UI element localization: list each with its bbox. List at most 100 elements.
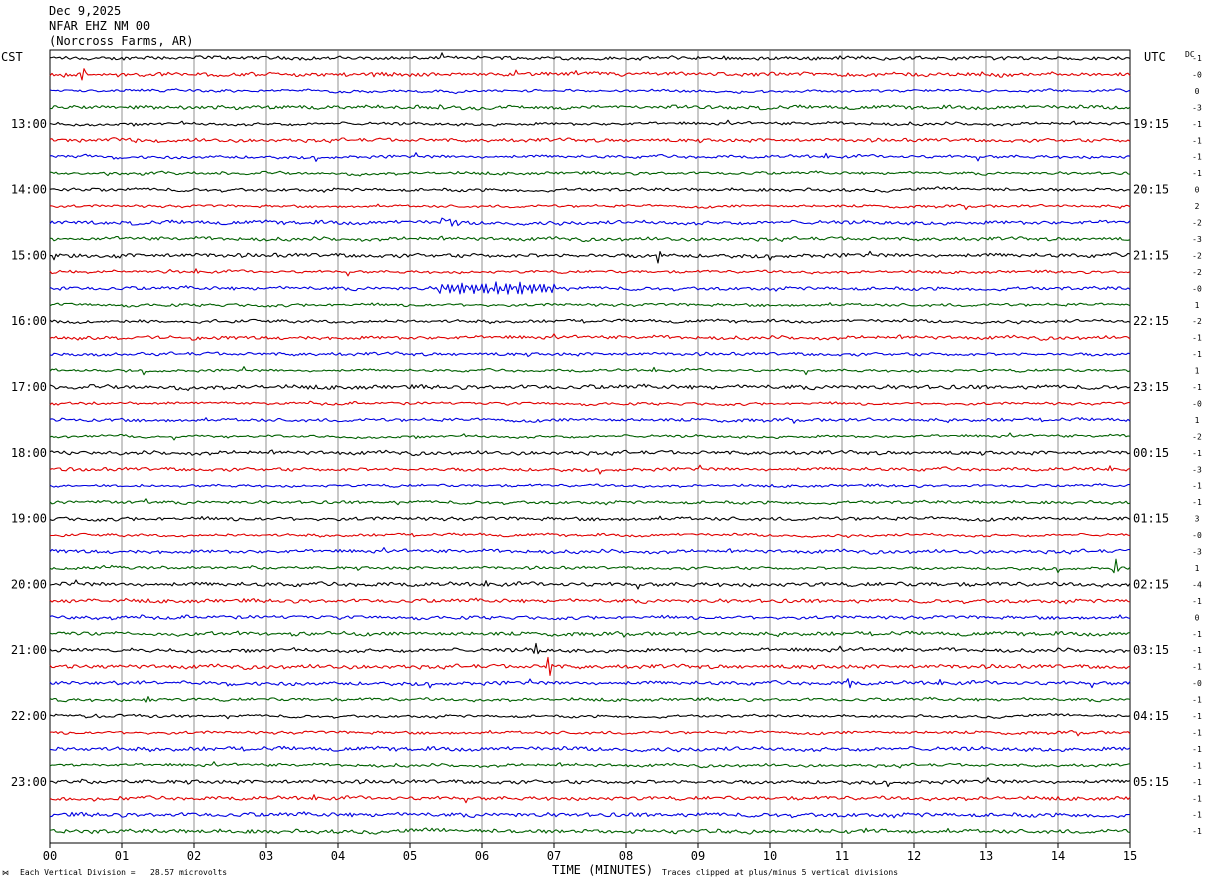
dc-offset-value: -1 [1192, 482, 1202, 491]
dc-offset-value: -3 [1192, 103, 1202, 112]
left-hour-label: 15:00 [11, 248, 47, 262]
trace-line [49, 217, 1131, 227]
dc-offset-value: 1 [1195, 301, 1200, 310]
x-tick-label: 15 [1123, 849, 1137, 863]
dc-offset-value: -1 [1192, 646, 1202, 655]
trace-line [49, 302, 1131, 308]
left-hour-label: 13:00 [11, 117, 47, 131]
trace-line [49, 400, 1131, 407]
trace-line [49, 827, 1131, 835]
right-hour-label: 02:15 [1133, 577, 1169, 591]
right-hour-label: 19:15 [1133, 117, 1169, 131]
dc-offset-value: -1 [1192, 811, 1202, 820]
trace-line [49, 761, 1131, 769]
trace-line [49, 366, 1131, 376]
trace-line [49, 558, 1131, 574]
left-hour-label: 14:00 [11, 183, 47, 197]
dc-offset-value: -1 [1192, 449, 1202, 458]
trace-line [49, 532, 1131, 539]
trace-line [49, 203, 1131, 211]
dc-offset-value: -1 [1192, 696, 1202, 705]
dc-offset-value: -1 [1192, 120, 1202, 129]
dc-offset-value: -1 [1192, 383, 1202, 392]
x-tick-label: 09 [691, 849, 705, 863]
trace-line [49, 656, 1131, 676]
dc-offset-value: -1 [1192, 794, 1202, 803]
right-timezone-label: UTC [1144, 50, 1166, 64]
left-hour-label: 18:00 [11, 446, 47, 460]
trace-line [49, 170, 1131, 177]
dc-offset-header: DC [1185, 50, 1195, 59]
dc-offset-value: -4 [1192, 580, 1202, 589]
dc-offset-value: -1 [1192, 778, 1202, 787]
dc-offset-value: -1 [1192, 712, 1202, 721]
trace-line [49, 333, 1131, 341]
trace-line [49, 597, 1131, 605]
x-tick-label: 11 [835, 849, 849, 863]
trace-line [49, 417, 1131, 424]
trace-line [49, 794, 1131, 804]
x-tick-label: 01 [115, 849, 129, 863]
dc-offset-value: -3 [1192, 548, 1202, 557]
station-code: NFAR EHZ NM 00 [49, 19, 151, 33]
trace-line [49, 68, 1131, 81]
trace-line [50, 250, 1131, 264]
trace-line [49, 318, 1131, 325]
x-tick-label: 00 [43, 849, 57, 863]
right-hour-label: 04:15 [1133, 709, 1169, 723]
x-tick-label: 05 [403, 849, 417, 863]
right-hour-label: 23:15 [1133, 380, 1169, 394]
dc-offset-value: -1 [1192, 663, 1202, 672]
trace-line [49, 464, 1131, 475]
trace-line [49, 547, 1131, 555]
dc-offset-value: -0 [1192, 679, 1202, 688]
trace-line [49, 579, 1131, 590]
right-hour-label: 05:15 [1133, 775, 1169, 789]
x-axis-title: TIME (MINUTES) [552, 863, 654, 877]
plot-date: Dec 9,2025 [49, 4, 122, 18]
dc-offset-value: -2 [1192, 219, 1202, 228]
trace-line [49, 712, 1131, 720]
x-tick-label: 03 [259, 849, 273, 863]
dc-offset-value: -1 [1192, 498, 1202, 507]
trace-line [49, 614, 1131, 621]
trace-line [49, 235, 1131, 243]
scale-note: Each Vertical Division = 28.57 microvolt… [20, 868, 228, 877]
left-hour-label: 16:00 [11, 314, 47, 328]
dc-offset-value: -1 [1192, 350, 1202, 359]
x-tick-label: 12 [907, 849, 921, 863]
left-hour-label: 17:00 [11, 380, 47, 394]
trace-line [49, 152, 1131, 162]
dc-offset-value: -1 [1192, 136, 1202, 145]
right-hour-label: 22:15 [1133, 314, 1169, 328]
left-timezone-label: CST [1, 50, 23, 64]
x-tick-label: 08 [619, 849, 633, 863]
trace-line [49, 696, 1131, 703]
trace-line [49, 88, 1131, 95]
station-location: (Norcross Farms, AR) [49, 34, 194, 48]
dc-offset-value: -1 [1192, 827, 1202, 836]
dc-offset-value: -0 [1192, 284, 1202, 293]
x-tick-label: 14 [1051, 849, 1065, 863]
left-hour-label: 20:00 [11, 577, 47, 591]
dc-offset-value: 0 [1195, 87, 1200, 96]
trace-line [49, 104, 1131, 111]
dc-offset-value: 3 [1195, 515, 1200, 524]
dc-offset-value: -3 [1192, 465, 1202, 474]
dc-offset-value: -1 [1192, 169, 1202, 178]
trace-line [49, 268, 1131, 277]
dc-offset-value: -1 [1192, 54, 1202, 63]
dc-offset-value: -0 [1192, 399, 1202, 408]
dc-offset-value: -1 [1192, 761, 1202, 770]
left-hour-label: 19:00 [11, 512, 47, 526]
scale-icon: ⋈ [2, 869, 9, 877]
trace-line [49, 483, 1131, 489]
plot-frame [49, 49, 1131, 844]
right-hour-label: 01:15 [1133, 512, 1169, 526]
trace-line [49, 515, 1131, 522]
dc-offset-value: 0 [1195, 613, 1200, 622]
dc-offset-value: -1 [1192, 334, 1202, 343]
trace-line [50, 777, 1131, 788]
trace-line [49, 383, 1131, 392]
